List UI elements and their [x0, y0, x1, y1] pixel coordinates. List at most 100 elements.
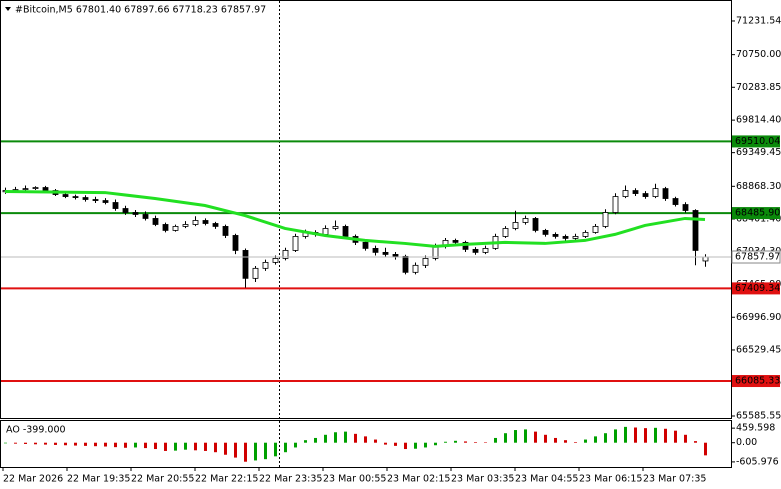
indicator-bar: [254, 442, 257, 461]
candle-body: [552, 234, 559, 237]
indicator-bar: [344, 431, 347, 443]
candle-body: [612, 196, 619, 213]
indicator-bar: [674, 430, 677, 443]
candle-body: [142, 214, 149, 219]
candle-body: [252, 267, 259, 279]
candle-body: [582, 232, 589, 237]
y-tick-label: 71231.54: [736, 15, 781, 26]
indicator-bar: [104, 442, 107, 447]
indicator-bar: [394, 442, 397, 446]
indicator-bar: [614, 429, 617, 443]
indicator-bar: [24, 442, 27, 444]
candle-body: [692, 210, 699, 251]
candle-body: [682, 204, 689, 211]
candle-body: [32, 187, 39, 189]
candle-body: [672, 198, 679, 205]
indicator-bar: [234, 442, 237, 458]
candle-body: [422, 258, 429, 266]
candle-body: [592, 226, 599, 233]
indicator-bar: [604, 433, 607, 443]
indicator-bar: [274, 442, 277, 457]
indicator-bar: [664, 428, 667, 443]
indicator-bar: [304, 440, 307, 443]
indicator-y-tick-label: -605.976: [736, 456, 779, 467]
indicator-bar: [4, 442, 7, 444]
candle-body: [662, 188, 669, 199]
indicator-bar: [704, 442, 707, 456]
level-label-box: [732, 375, 780, 388]
x-tick-label: 22 Mar 19:35: [67, 474, 130, 485]
x-tick-label: 22 Mar 20:55: [131, 474, 194, 485]
indicator-bar: [244, 442, 247, 462]
indicator-bar: [294, 442, 297, 448]
indicator-bar: [414, 442, 417, 449]
x-tick-label: 23 Mar 00:55: [323, 474, 386, 485]
level-label-box: [732, 282, 780, 295]
indicator-bar: [284, 442, 287, 453]
moving-average: [4, 190, 706, 248]
indicator-bar: [204, 442, 207, 451]
candle-body: [572, 236, 579, 239]
candle-body: [72, 196, 79, 198]
indicator-panel-frame: [0, 420, 732, 468]
level-label: 69510.04: [735, 136, 780, 147]
candle-body: [642, 193, 649, 197]
indicator-y-tick-label: 0.00: [736, 437, 757, 448]
indicator-bar: [184, 442, 187, 450]
x-tick-label: 22 Mar 2026: [3, 474, 63, 485]
indicator-bar: [644, 428, 647, 443]
indicator-bar: [594, 436, 597, 443]
menu-icon: [5, 7, 11, 11]
y-tick-label: 66996.90: [736, 312, 781, 323]
candle-body: [472, 248, 479, 253]
y-tick-label: 65585.55: [736, 411, 781, 422]
candle-body: [152, 218, 159, 225]
candle-body: [362, 241, 369, 249]
candle-body: [42, 187, 49, 191]
candle-body: [382, 251, 389, 255]
indicator-bar: [224, 442, 227, 455]
indicator-bar: [34, 442, 37, 445]
indicator-bar: [334, 432, 337, 443]
candle-body: [232, 235, 239, 251]
candle-body: [412, 264, 419, 273]
y-tick-label: 68868.30: [736, 181, 781, 192]
candle-body: [82, 197, 89, 200]
candle-body: [192, 220, 199, 225]
level-label: 67409.34: [735, 283, 780, 294]
indicator-y-tick-label: 459.598: [736, 423, 775, 434]
indicator-bar: [544, 434, 547, 443]
candle-body: [22, 188, 29, 190]
y-tick-label: 69814.40: [736, 115, 781, 126]
candle-body: [222, 226, 229, 236]
indicator-bar: [44, 442, 47, 445]
indicator-bar: [434, 442, 437, 446]
candle-body: [92, 199, 99, 201]
price-label: 67857.97: [735, 252, 780, 263]
candle-body: [282, 250, 289, 259]
indicator-bar: [424, 442, 427, 448]
indicator-bar: [94, 442, 97, 447]
indicator-bar: [54, 442, 57, 445]
y-tick-label: 66529.45: [736, 344, 781, 355]
candle-body: [652, 188, 659, 197]
candle-body: [622, 190, 629, 197]
candle-body: [452, 240, 459, 243]
indicator-bar: [74, 442, 77, 446]
chart-title: #Bitcoin,M5 67801.40 67897.66 67718.23 6…: [15, 5, 266, 16]
candle-body: [182, 224, 189, 227]
price-label-box: [731, 250, 781, 264]
indicator-bar: [124, 442, 127, 448]
candle-body: [242, 250, 249, 279]
candle-body: [122, 208, 129, 213]
indicator-bar: [214, 442, 217, 453]
candle-body: [482, 248, 489, 253]
x-tick-label: 23 Mar 02:15: [387, 474, 450, 485]
indicator-bar: [154, 442, 157, 450]
x-tick-label: 22 Mar 23:35: [259, 474, 322, 485]
indicator-bar: [554, 437, 557, 443]
level-label-box: [732, 207, 780, 220]
x-tick-label: 22 Mar 22:15: [195, 474, 258, 485]
